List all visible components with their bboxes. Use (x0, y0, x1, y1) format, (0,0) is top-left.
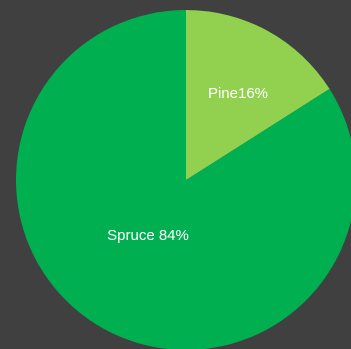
pie-label-pine: Pine16% (208, 85, 268, 102)
pie-label-spruce: Spruce 84% (107, 227, 189, 244)
pie-slices (16, 10, 351, 349)
pie-slice-spruce (16, 10, 351, 349)
pie-labels: Pine16% Spruce 84% (107, 85, 268, 244)
pie-slice-pine (186, 10, 330, 180)
